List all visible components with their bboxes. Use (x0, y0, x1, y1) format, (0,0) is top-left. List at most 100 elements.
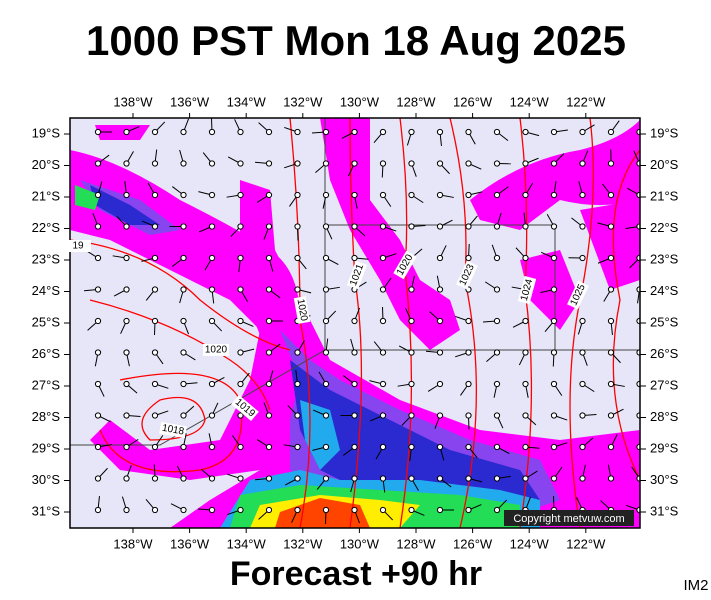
station (379, 160, 387, 167)
station (436, 443, 444, 451)
wind-barb (639, 414, 640, 416)
station (379, 254, 387, 262)
station (493, 160, 501, 167)
station (237, 254, 244, 262)
contour-label-box (456, 260, 478, 290)
lat-label-left: 20°S (32, 157, 61, 172)
lat-label-left: 30°S (32, 472, 61, 487)
lon-label-bottom: 124°W (510, 536, 550, 551)
station (151, 506, 159, 514)
station (379, 223, 387, 230)
station (294, 160, 301, 167)
station (94, 380, 102, 388)
lat-label-left: 28°S (32, 409, 61, 424)
copyright-box (504, 510, 634, 526)
contour-label-group: 1018 (159, 421, 187, 439)
station (180, 286, 187, 293)
lat-label-left: 23°S (32, 251, 61, 266)
station (522, 317, 529, 325)
lon-label-top: 124°W (510, 94, 550, 109)
station (522, 380, 529, 388)
station (151, 223, 159, 230)
station (493, 254, 501, 262)
lon-label-bottom: 132°W (283, 536, 323, 551)
lat-label-left: 31°S (32, 503, 61, 518)
station (579, 412, 586, 419)
station (465, 317, 472, 325)
forecast-label: Forecast +90 hr (230, 555, 482, 593)
station (465, 223, 472, 230)
station (294, 128, 301, 136)
lon-label-top: 128°W (396, 94, 436, 109)
station (522, 254, 529, 262)
station (607, 254, 615, 262)
lat-label-right: 20°S (650, 157, 679, 172)
station (579, 475, 586, 482)
station (607, 128, 615, 136)
station (550, 223, 558, 230)
station (322, 475, 330, 482)
station (465, 254, 472, 262)
station (579, 191, 586, 199)
station (351, 349, 358, 356)
lat-label-left: 25°S (32, 314, 61, 329)
station (265, 317, 273, 325)
station (294, 412, 301, 419)
contour-label-group: 1024 (517, 275, 537, 305)
station (379, 286, 387, 293)
station (379, 191, 387, 199)
station (408, 317, 415, 325)
station (436, 475, 444, 482)
station (436, 349, 444, 356)
station (208, 223, 216, 230)
station (294, 223, 301, 230)
lon-label-bottom: 122°W (566, 536, 606, 551)
station (579, 254, 586, 262)
station (351, 506, 358, 514)
station (351, 412, 358, 419)
lat-label-right: 25°S (650, 314, 679, 329)
station (94, 412, 102, 419)
station (123, 191, 130, 199)
station (522, 412, 529, 419)
station (550, 191, 558, 199)
station (550, 254, 558, 262)
station (351, 191, 358, 199)
station (379, 506, 387, 514)
station (465, 128, 472, 136)
station (379, 475, 387, 482)
station (379, 380, 387, 388)
station (237, 191, 244, 199)
contour-label: 1020 (205, 345, 228, 356)
station (579, 223, 586, 230)
station (180, 254, 187, 262)
station (465, 160, 472, 167)
station (607, 160, 615, 167)
station (607, 191, 615, 199)
contour-label-group: 1020 (203, 344, 229, 356)
lon-label-bottom: 126°W (453, 536, 493, 551)
contour-label-group: 1020 (293, 296, 311, 324)
station (322, 128, 330, 136)
station (237, 317, 244, 325)
station (408, 443, 415, 451)
station (237, 128, 244, 136)
station (123, 475, 130, 482)
contour-label-box (65, 240, 91, 252)
station (465, 506, 472, 514)
station (322, 191, 330, 199)
station (522, 223, 529, 230)
station (522, 349, 529, 356)
station (550, 475, 558, 482)
station (550, 412, 558, 419)
station (294, 380, 301, 388)
axis-labels: 138°W 138°W 136°W 136°W 134°W 134°W 132°W 132°W… (32, 94, 679, 551)
station (493, 380, 501, 388)
station (180, 191, 187, 199)
station (322, 254, 330, 262)
lon-label-top: 130°W (340, 94, 380, 109)
station (94, 286, 102, 293)
station (522, 475, 529, 482)
station (607, 380, 615, 388)
station (550, 380, 558, 388)
